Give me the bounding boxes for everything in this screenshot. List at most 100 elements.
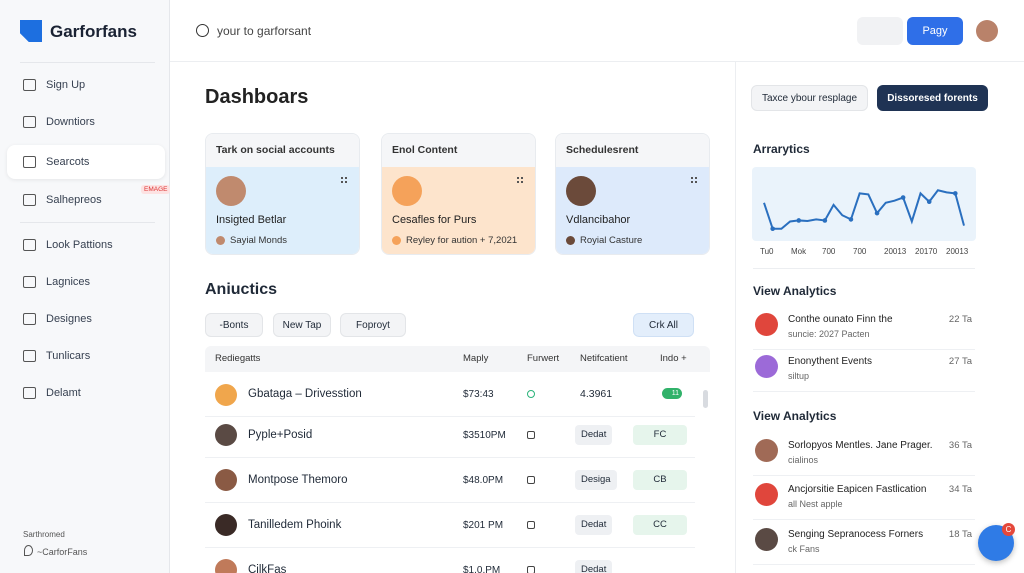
nav-item[interactable]: Searcots <box>7 145 165 179</box>
logo <box>20 20 42 42</box>
item-time: 34 Ta <box>948 484 972 495</box>
list-item[interactable]: Ancjorsitie Eapicen Fastlication all Nest… <box>753 478 975 520</box>
status-pill[interactable]: Dedat <box>575 560 613 573</box>
card-dot <box>216 236 225 245</box>
list-item[interactable]: Senging Sepranocess Forners ck Fans 18 Ta <box>753 523 975 565</box>
axis-label: Mok <box>791 247 807 256</box>
tag-pill[interactable]: FC <box>633 425 687 445</box>
table-row[interactable]: Pyple+Posid $3510PM Dedat FC <box>205 413 695 458</box>
row-avatar <box>215 384 237 406</box>
row-name: Tanilledem Phoink <box>248 519 342 531</box>
card-body: Vdlancibahor Royial Casture <box>556 167 709 254</box>
primary-button[interactable]: Pagy <box>907 17 963 45</box>
header-divider <box>170 61 1024 62</box>
row-icon <box>527 566 535 573</box>
row-amount: $1.0.PM <box>463 565 501 573</box>
icon-button[interactable] <box>857 17 903 45</box>
row-icon <box>527 390 535 398</box>
nav-item[interactable]: Sign Up <box>7 68 165 102</box>
list-icon <box>755 483 778 506</box>
list-item[interactable]: Sorlopyos Mentles. Jane Prager. cialinos 3… <box>753 434 975 476</box>
status-pill[interactable]: Dedat <box>575 425 613 445</box>
nav-icon <box>23 156 36 168</box>
axis-label: 700 <box>822 247 836 256</box>
nav-label: Searcots <box>46 156 90 168</box>
table-row[interactable]: Montpose Themoro $48.0PM Desiga CB <box>205 458 695 503</box>
nav-icon <box>23 276 36 288</box>
card[interactable]: Enol Content Cesafles for Purs Reyley for … <box>381 133 536 255</box>
card-dot <box>566 236 575 245</box>
nav-badge: EMAGE <box>141 185 171 194</box>
nav-item[interactable]: Designes <box>7 302 165 336</box>
row-value: 4.3961 <box>580 388 613 400</box>
nav-label: Lagnices <box>46 276 91 288</box>
nav-item[interactable]: Delamt <box>7 376 165 410</box>
card[interactable]: Schedulesrent Vdlancibahor Royial Casture <box>555 133 710 255</box>
list-item[interactable]: Conthe ounato Finn the suncie: 2027 Pacte… <box>753 308 975 350</box>
nav-label: Downtiors <box>46 116 95 128</box>
card[interactable]: Tark on social accounts Insigted Betlar Sa… <box>205 133 360 255</box>
footer-link[interactable]: ~CarforFans <box>37 547 88 557</box>
item-title: Enonythent Events <box>788 356 872 367</box>
search-input[interactable]: your to garforsant <box>217 24 312 38</box>
list-icon <box>755 313 778 336</box>
chart <box>752 167 976 241</box>
filter-button[interactable]: Crk All <box>633 313 694 337</box>
filter-button[interactable]: New Tap <box>273 313 331 337</box>
column-header: Furwert <box>527 353 560 364</box>
card-dot <box>392 236 401 245</box>
card-sub: Sayial Monds <box>230 235 288 246</box>
card-name: Vdlancibahor <box>566 214 631 226</box>
card-grip <box>691 177 697 183</box>
footer-title: Sarthromed <box>23 530 65 539</box>
status-pill[interactable]: Desiga <box>575 470 617 490</box>
row-name: Pyple+Posid <box>248 429 313 441</box>
avatar <box>976 20 998 42</box>
filter-button[interactable]: -Bonts <box>205 313 263 337</box>
card-sub: Royial Casture <box>580 235 643 246</box>
filter-button[interactable]: Foproyt <box>340 313 406 337</box>
tag-pill[interactable]: CB <box>633 470 687 490</box>
item-sub: all Nest apple <box>788 499 843 509</box>
list-item[interactable]: Enonythent Events siltup 27 Ta <box>753 350 975 392</box>
status-pill[interactable]: Dedat <box>575 515 613 535</box>
card-header: Enol Content <box>382 134 535 167</box>
nav-item[interactable]: Lagnices <box>7 265 165 299</box>
item-title: Ancjorsitie Eapicen Fastlication <box>788 484 927 495</box>
button[interactable]: Taxce ybour resplage <box>751 85 868 111</box>
row-avatar <box>215 469 237 491</box>
row-icon <box>527 431 535 439</box>
nav-icon <box>23 79 36 91</box>
line <box>763 189 965 230</box>
nav-icon <box>23 116 36 128</box>
table-row[interactable]: Gbataga – Drivesstion $73:43 4.3961 11 <box>205 372 695 417</box>
row-amount: $201 PM <box>463 520 504 531</box>
nav-icon <box>23 387 36 399</box>
page-title: Dashboars <box>205 86 309 108</box>
table-row[interactable]: CilkFas $1.0.PM Dedat <box>205 548 695 573</box>
row-amount: $73:43 <box>463 389 494 400</box>
toggle[interactable]: 11 <box>662 388 682 399</box>
tag-pill[interactable]: CC <box>633 515 687 535</box>
point <box>848 217 854 222</box>
button[interactable]: Dissoresed forents <box>877 85 988 111</box>
table-row[interactable]: Tanilledem Phoink $201 PM Dedat CC <box>205 503 695 548</box>
row-name: CilkFas <box>248 564 287 573</box>
nav-item[interactable]: Downtiors <box>7 105 165 139</box>
nav-item[interactable]: Salhepreos <box>7 183 165 217</box>
nav-item[interactable]: Tunlicars <box>7 339 165 373</box>
card-name: Insigted Betlar <box>216 214 287 226</box>
axis-label: 20170 <box>915 247 938 256</box>
nav-icon <box>23 239 36 251</box>
item-time: 36 Ta <box>948 440 972 451</box>
point <box>822 218 828 223</box>
analytics-title: Arrarytics <box>753 142 810 156</box>
row-avatar <box>215 424 237 446</box>
card-sub: Reyley for aution + 7,2021 <box>406 235 518 246</box>
nav-icon <box>23 313 36 325</box>
item-sub: cialinos <box>788 455 819 465</box>
item-sub: ck Fans <box>788 544 820 554</box>
nav-item[interactable]: Look Pattions <box>7 228 165 262</box>
nav-label: Sign Up <box>46 79 86 91</box>
